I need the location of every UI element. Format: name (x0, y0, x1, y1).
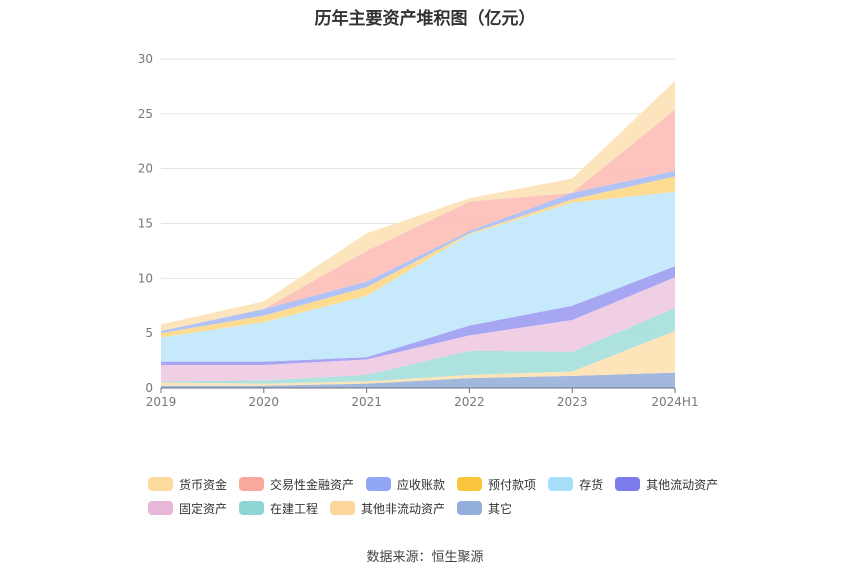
x-tick-label: 2022 (454, 395, 485, 409)
legend-label: 交易性金融资产 (270, 477, 355, 492)
legend-swatch (366, 477, 392, 491)
legend-item[interactable]: 货币资金 (148, 476, 227, 493)
legend-label: 其他流动资产 (646, 477, 719, 492)
legend-item[interactable]: 其他非流动资产 (330, 500, 445, 517)
legend-item[interactable]: 固定资产 (148, 500, 227, 517)
legend-item[interactable]: 存货 (548, 476, 603, 493)
legend-row: 固定资产 在建工程 其他非流动资产 其它 (148, 496, 748, 520)
legend-label: 应收账款 (397, 477, 446, 492)
legend-item[interactable]: 其他流动资产 (615, 476, 718, 493)
y-tick-label: 20 (138, 162, 153, 176)
x-tick-label: 2021 (351, 395, 382, 409)
x-tick-label: 2019 (146, 395, 177, 409)
legend-item[interactable]: 在建工程 (239, 500, 318, 517)
legend-item[interactable]: 应收账款 (366, 476, 445, 493)
chart-title: 历年主要资产堆积图（亿元） (314, 9, 536, 29)
legend-swatch (330, 501, 356, 515)
y-tick-label: 30 (138, 52, 153, 66)
y-tick-label: 25 (138, 107, 153, 121)
stacked-area-chart: 0 5 10 15 20 25 30 2019 2020 2021 2022 2023 2024H1 (138, 52, 699, 409)
legend-item[interactable]: 其它 (457, 500, 512, 517)
x-tick-label: 2023 (557, 395, 588, 409)
legend-label: 预付款项 (488, 477, 537, 492)
legend-swatch (457, 477, 483, 491)
y-tick-label: 10 (138, 271, 153, 285)
area-series-0 (161, 372, 675, 388)
legend-swatch (148, 477, 173, 491)
legend-label: 其它 (488, 501, 513, 516)
y-tick-label: 5 (145, 326, 153, 340)
x-tick-label: 2024H1 (651, 395, 698, 409)
area-series-6 (161, 176, 675, 338)
legend-item[interactable]: 预付款项 (457, 476, 536, 493)
area-series-2 (161, 307, 675, 384)
x-tick-label: 2020 (249, 395, 280, 409)
legend-label: 存货 (579, 477, 604, 492)
legend-row: 货币资金 交易性金融资产 应收账款 预付款项 存货 其他流动资产 (148, 472, 748, 496)
legend-label: 固定资产 (179, 501, 228, 516)
legend-swatch (239, 501, 265, 515)
legend-swatch (615, 477, 641, 491)
legend-label: 其他非流动资产 (361, 501, 446, 516)
area-series-4 (161, 266, 675, 365)
y-tick-label: 15 (138, 217, 153, 231)
legend-swatch (457, 501, 483, 515)
area-series-3 (161, 277, 675, 382)
area-series-7 (161, 170, 675, 334)
chart-legend: 货币资金 交易性金融资产 应收账款 预付款项 存货 其他流动资产固定资产 在建工程 其他非流动… (148, 472, 748, 520)
legend-swatch (239, 477, 265, 491)
legend-item[interactable]: 交易性金融资产 (239, 476, 354, 493)
legend-swatch (148, 501, 173, 515)
area-series-5 (161, 191, 675, 362)
legend-label: 货币资金 (179, 477, 228, 492)
legend-swatch (548, 477, 574, 491)
data-source-note: 数据来源：恒生聚源 (366, 550, 484, 565)
legend-label: 在建工程 (270, 501, 319, 516)
y-tick-label: 0 (145, 381, 153, 395)
